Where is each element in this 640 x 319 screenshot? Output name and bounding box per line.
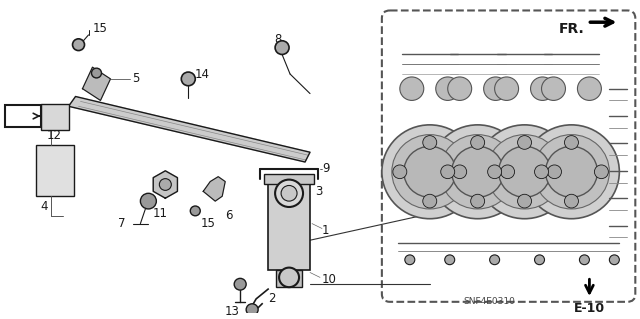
Circle shape [534,255,545,265]
Circle shape [140,193,156,209]
Circle shape [181,72,195,86]
Circle shape [577,77,602,100]
Bar [268,182,310,270]
Circle shape [246,304,258,315]
Bar [264,174,314,183]
Circle shape [448,77,472,100]
Circle shape [382,125,477,219]
Text: 14: 14 [195,69,209,81]
Circle shape [531,77,554,100]
Circle shape [518,194,532,208]
Circle shape [500,165,515,179]
Circle shape [595,165,609,179]
Text: 4: 4 [40,199,48,212]
Text: 11: 11 [152,207,168,220]
Circle shape [541,77,566,100]
Circle shape [400,77,424,100]
Circle shape [275,180,303,207]
Text: B-4: B-4 [13,111,33,121]
Circle shape [423,136,436,149]
Polygon shape [68,97,310,162]
Text: 10: 10 [322,273,337,286]
Circle shape [609,255,620,265]
Circle shape [452,146,504,197]
Circle shape [281,185,297,201]
Circle shape [524,125,620,219]
Circle shape [159,179,172,190]
Circle shape [477,125,572,219]
Circle shape [72,39,84,50]
FancyBboxPatch shape [382,11,636,302]
Circle shape [445,255,454,265]
Circle shape [579,255,589,265]
Circle shape [564,194,579,208]
Circle shape [470,194,484,208]
Text: SNF4E0310: SNF4E0310 [464,297,516,306]
Circle shape [484,77,508,100]
Text: 2: 2 [268,293,276,305]
Text: 15: 15 [93,22,108,34]
Circle shape [275,41,289,55]
Circle shape [499,146,550,197]
Circle shape [545,146,597,197]
Text: 12: 12 [47,130,62,143]
Circle shape [490,255,500,265]
Circle shape [392,135,468,209]
Circle shape [279,268,299,287]
Circle shape [488,165,502,179]
Text: 9: 9 [322,162,330,175]
Bar [40,104,68,130]
Polygon shape [83,67,111,100]
Circle shape [190,206,200,216]
Circle shape [423,194,436,208]
Circle shape [486,135,563,209]
Circle shape [534,135,609,209]
Circle shape [470,136,484,149]
Circle shape [234,278,246,290]
Polygon shape [204,177,225,201]
Circle shape [518,136,532,149]
Bar [36,145,74,196]
Circle shape [547,165,561,179]
Text: FR.: FR. [559,22,584,36]
Text: 13: 13 [225,305,239,318]
Circle shape [441,165,454,179]
Circle shape [430,125,525,219]
Circle shape [564,136,579,149]
Circle shape [495,77,518,100]
Text: 3: 3 [315,185,323,198]
Circle shape [440,135,516,209]
Circle shape [534,165,548,179]
Text: E-10: E-10 [574,302,605,315]
Bar [276,270,302,287]
Circle shape [452,165,467,179]
Circle shape [92,68,102,78]
Text: 15: 15 [200,217,215,230]
Circle shape [405,255,415,265]
Text: 5: 5 [132,72,140,85]
Circle shape [404,146,456,197]
Text: 8: 8 [274,33,282,46]
Text: 6: 6 [225,209,233,222]
Circle shape [393,165,407,179]
Circle shape [436,77,460,100]
Polygon shape [153,171,177,198]
Text: 7: 7 [118,217,126,230]
Text: 1: 1 [322,224,330,237]
FancyBboxPatch shape [4,105,40,127]
